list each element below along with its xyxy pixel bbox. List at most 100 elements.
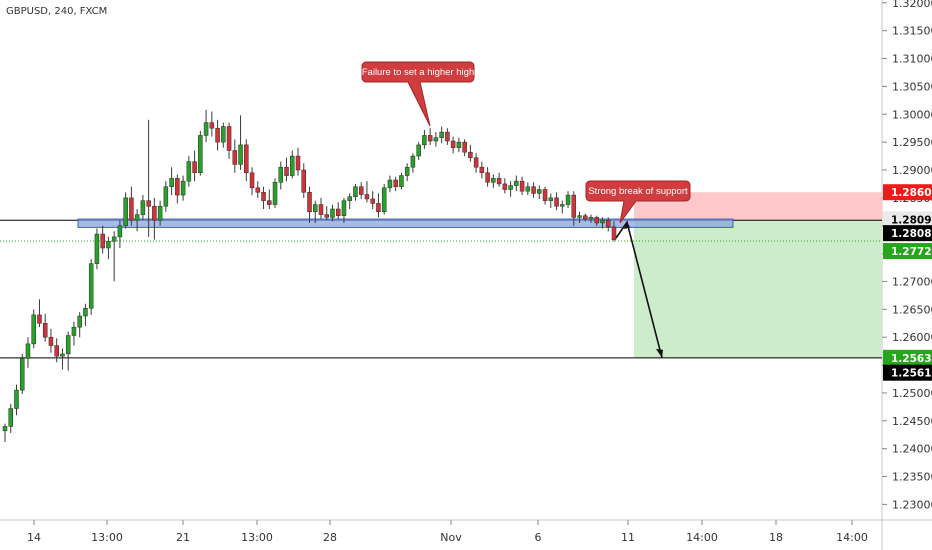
candle-body	[600, 219, 605, 224]
candle	[416, 142, 421, 160]
candle-body	[445, 131, 450, 142]
candle	[42, 313, 48, 342]
candle-body	[358, 186, 364, 195]
candle-body	[169, 178, 174, 187]
candle	[358, 182, 364, 199]
candle-body	[180, 180, 186, 196]
candle-body	[324, 214, 329, 218]
callout-bubble	[361, 61, 475, 127]
candle-body	[295, 155, 301, 171]
candle-body	[71, 326, 77, 336]
price-tag-label: 1.25630	[891, 353, 932, 365]
candle	[542, 186, 548, 205]
candle-body	[341, 200, 347, 216]
candle-body	[301, 169, 307, 193]
candle-body	[255, 187, 261, 193]
callout-break-support[interactable]: Strong break of support	[585, 180, 691, 224]
candle	[37, 299, 42, 328]
candle	[312, 200, 318, 223]
price-axis-panel[interactable]	[882, 0, 932, 550]
candle-body	[514, 180, 519, 186]
support-zone	[77, 218, 734, 228]
price-axis-label: 1.25000	[892, 387, 932, 400]
candle	[255, 181, 261, 198]
price-tag: 1.28082	[883, 225, 932, 242]
candle-body	[31, 314, 36, 345]
price-tag-bg	[883, 364, 932, 381]
candle-body	[226, 126, 232, 151]
callout-higher-high[interactable]: Failure to set a higher high	[361, 61, 475, 127]
candle	[606, 217, 611, 232]
candle-body	[525, 186, 531, 192]
candle	[244, 139, 249, 182]
candle	[410, 153, 416, 173]
price-tag: 1.27725	[883, 243, 932, 260]
candle-body	[117, 225, 123, 238]
candle-body	[175, 178, 180, 196]
candle-body	[318, 204, 324, 215]
candle-body	[249, 172, 255, 189]
candle	[198, 130, 203, 176]
price-tag-bg	[883, 225, 932, 242]
candle-body	[8, 408, 13, 427]
candle	[381, 183, 387, 215]
candle	[491, 174, 496, 188]
candle	[565, 191, 571, 208]
candle-body	[611, 226, 617, 240]
price-tag-label: 1.28098	[891, 214, 932, 226]
candle	[404, 163, 410, 182]
candle	[295, 147, 301, 176]
candle	[393, 176, 398, 192]
candle-body	[416, 144, 421, 157]
candle	[525, 182, 531, 196]
candle-body	[548, 197, 554, 201]
price-axis-label: 1.23500	[892, 471, 932, 484]
candle-body	[238, 144, 243, 165]
candle-body	[100, 233, 105, 249]
candle-body	[404, 166, 410, 176]
price-axis-label: 1.23000	[892, 498, 932, 511]
price-tag-bg	[883, 243, 932, 260]
candle-body	[364, 194, 370, 200]
candle	[519, 176, 525, 196]
candle	[2, 423, 8, 442]
candle-body	[19, 358, 25, 391]
candle	[25, 337, 31, 368]
price-tag-bg	[883, 349, 932, 366]
candle-body	[209, 122, 215, 129]
price-tag: 1.25614	[883, 364, 932, 381]
candle	[508, 181, 513, 197]
candle	[278, 161, 284, 190]
candle-body	[381, 187, 387, 213]
candle-body	[439, 131, 444, 138]
candle	[106, 236, 111, 260]
candle	[111, 231, 117, 282]
candle	[169, 167, 174, 196]
candle	[537, 185, 542, 199]
price-tag-label: 1.27725	[891, 246, 932, 258]
candle	[427, 128, 433, 145]
candle	[8, 404, 13, 434]
candle	[554, 192, 559, 211]
candle	[232, 139, 238, 173]
candle	[123, 192, 128, 229]
candle-body	[468, 151, 473, 158]
candle-body	[48, 336, 54, 346]
candle-body	[232, 150, 238, 165]
candle	[307, 186, 312, 223]
candle-body	[473, 157, 479, 168]
candle	[531, 182, 536, 198]
candle	[180, 175, 186, 201]
candle-body	[192, 161, 197, 174]
candle	[324, 206, 329, 221]
candle	[267, 189, 272, 210]
candle	[611, 221, 617, 242]
candle-body	[588, 217, 594, 220]
candle	[387, 175, 393, 193]
time-axis-ticks: 14 13:00 21 13:00 28 Nov 6 11 14:00 18 14:00	[27, 520, 868, 544]
time-axis-label: 14:00	[686, 531, 718, 544]
candle	[445, 128, 450, 145]
candle-body	[542, 189, 548, 201]
price-axis-label: 1.24500	[892, 415, 932, 428]
